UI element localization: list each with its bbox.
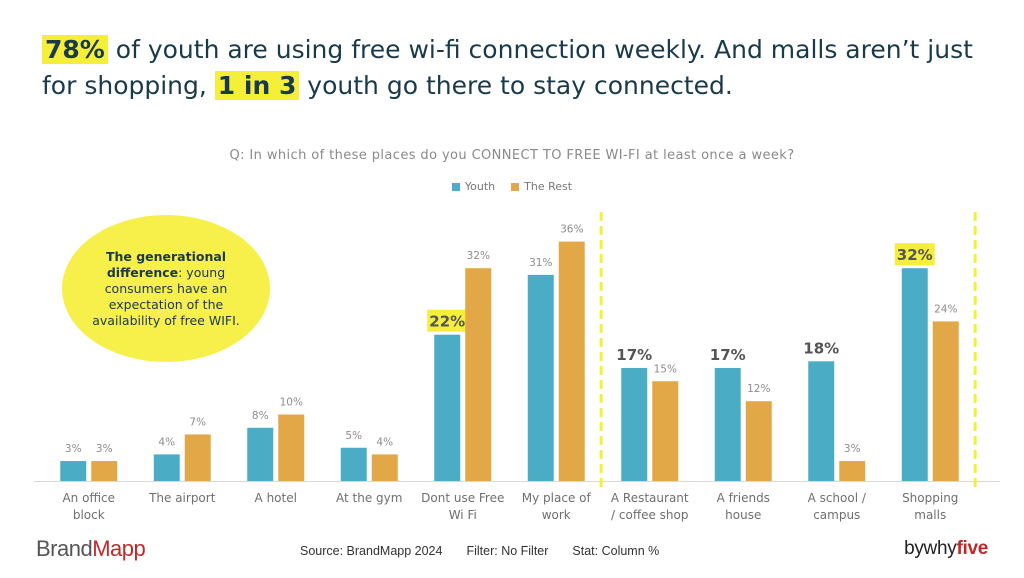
data-label-rest-6: 36% [560,224,583,236]
category-label-2-1: The airport [148,491,216,505]
bar-rest-10 [932,321,959,481]
data-label-rest-4: 4% [376,436,393,448]
data-label-youth-3: 8% [252,410,269,422]
bar-youth-6 [527,274,554,481]
bar-rest-8 [745,401,772,481]
callout-bubble: The generational difference: young consu… [62,215,270,362]
data-label-rest-10: 24% [934,303,957,315]
bar-youth-4 [340,447,367,481]
bar-rest-4 [371,454,398,481]
data-label-youth-6: 31% [529,257,552,269]
data-label-youth-8: 17% [710,346,746,364]
headline: 78% of youth are using free wi-fi connec… [42,32,1002,104]
bar-youth-8 [714,367,741,481]
chart-question: Q: In which of these places do you CONNE… [229,148,795,163]
data-label-rest-2: 7% [189,416,206,428]
category-label-7-2: / coffee shop [611,508,688,522]
bar-youth-10 [901,268,928,481]
data-label-youth-5: 22% [429,313,465,331]
category-label-6-1: My place of [522,491,592,505]
bar-youth-3 [247,427,274,481]
bar-rest-9 [839,461,866,481]
data-label-youth-9: 18% [803,339,839,357]
legend-item-youth: Youth [451,180,496,193]
category-label-1-1: An office [62,491,115,505]
callout-text: The generational difference: young consu… [86,249,246,329]
bar-rest-2 [184,434,211,481]
bar-youth-9 [808,361,835,481]
data-label-youth-2: 4% [158,436,175,448]
data-label-rest-9: 3% [844,443,861,455]
headline-text-1: of youth are using free wi-fi connection… [42,35,973,100]
bar-rest-3 [278,414,305,481]
category-label-6-2: work [542,508,571,522]
label-highlight-10 [894,243,935,266]
logo-part-a: Brand [36,536,93,561]
legend-label-rest: The Rest [524,180,573,193]
callout-bold: The generational difference [105,248,227,280]
bar-rest-6 [558,241,585,481]
bar-rest-7 [652,381,679,481]
category-label-8-2: house [725,508,761,522]
data-label-rest-3: 10% [280,397,303,409]
category-label-9-1: A school / [808,491,867,505]
bar-youth-5 [434,334,461,481]
category-label-4-1: At the gym [336,491,402,505]
legend-swatch-youth [451,182,460,191]
legend-label-youth: Youth [464,180,496,193]
category-label-3-1: A hotel [255,491,297,505]
brand-part-a: bywhy [904,538,957,559]
label-highlight-5 [427,309,468,332]
brandmapp-logo: BrandMapp [36,536,146,562]
legend-swatch-rest [511,182,520,191]
data-label-youth-10: 32% [897,246,933,264]
callout-rest: : young consumers have an expectation of… [92,264,240,328]
category-label-9-2: campus [813,508,860,522]
category-label-1-2: block [73,508,105,522]
category-label-8-1: A friends [717,491,770,505]
category-label-10-2: malls [914,508,946,522]
footer-filter: Filter: No Filter [466,544,549,558]
brand-part-b: five [956,538,988,559]
data-label-youth-4: 5% [345,430,362,442]
data-label-rest-8: 12% [747,383,770,395]
footer-stat: Stat: Column % [572,544,660,558]
headline-highlight-1: 78% [42,35,108,64]
bar-youth-7 [621,367,648,481]
data-label-rest-5: 32% [467,250,490,262]
bywhyfive-logo: bywhyfive [904,538,988,560]
headline-text-2: youth go there to stay connected. [299,71,733,100]
bar-youth-1 [60,461,87,481]
data-label-youth-7: 17% [616,346,652,364]
category-label-5-2: Wi Fi [449,508,477,522]
chart-legend: Youth The Rest [0,180,1024,193]
footer-source: Source: BrandMapp 2024 [300,544,443,558]
bar-youth-2 [153,454,180,481]
category-label-5-1: Dont use Free [421,491,504,505]
data-label-rest-7: 15% [654,363,677,375]
legend-item-rest: The Rest [511,180,572,193]
headline-highlight-2: 1 in 3 [214,71,300,100]
bar-rest-1 [91,461,118,481]
bar-rest-5 [465,268,492,481]
data-label-youth-1: 3% [65,443,82,455]
footer-meta: Source: BrandMapp 2024 Filter: No Filter… [300,544,659,558]
data-label-rest-1: 3% [96,443,113,455]
category-label-7-1: A Restaurant [611,491,689,505]
category-label-10-1: Shopping [902,491,958,505]
logo-part-b: Mapp [92,536,146,561]
